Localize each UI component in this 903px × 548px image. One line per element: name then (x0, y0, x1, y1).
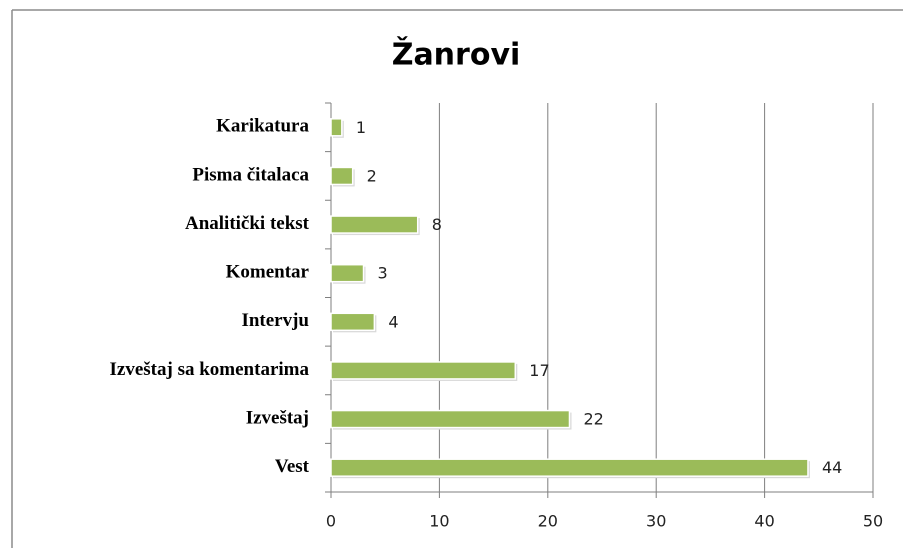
x-tick-label: 40 (754, 512, 774, 531)
value-label: 8 (432, 215, 442, 234)
value-label: 2 (367, 166, 377, 185)
y-tick-label: Karikatura (216, 116, 309, 137)
x-tick-label: 0 (326, 512, 336, 531)
x-tick-label: 30 (646, 512, 666, 531)
bar (330, 409, 571, 429)
chart-title: Žanrovi (392, 37, 521, 73)
value-label: 22 (583, 410, 603, 429)
x-tick-label: 10 (429, 512, 449, 531)
y-tick-label: Intervju (241, 310, 309, 331)
y-tick-label: Vest (275, 456, 310, 477)
value-label: 44 (822, 458, 842, 477)
value-label: 4 (388, 312, 398, 331)
bar (330, 166, 354, 186)
bar (330, 215, 419, 234)
y-tick-label: Komentar (226, 262, 310, 283)
bar (330, 312, 376, 332)
value-label: 1 (356, 118, 366, 137)
bar (330, 361, 517, 380)
bar (330, 118, 343, 137)
y-tick-label: Analitički tekst (185, 213, 310, 234)
value-label: 3 (378, 264, 388, 283)
y-tick-label: Izveštaj sa komentarima (110, 359, 310, 380)
value-label: 17 (529, 361, 549, 380)
x-tick-label: 50 (863, 512, 883, 531)
y-tick-label: Pisma čitalaca (192, 164, 309, 185)
y-tick-label: Izveštaj (246, 407, 309, 428)
bar (330, 263, 365, 283)
x-tick-label: 20 (538, 512, 558, 531)
bar (330, 458, 809, 477)
